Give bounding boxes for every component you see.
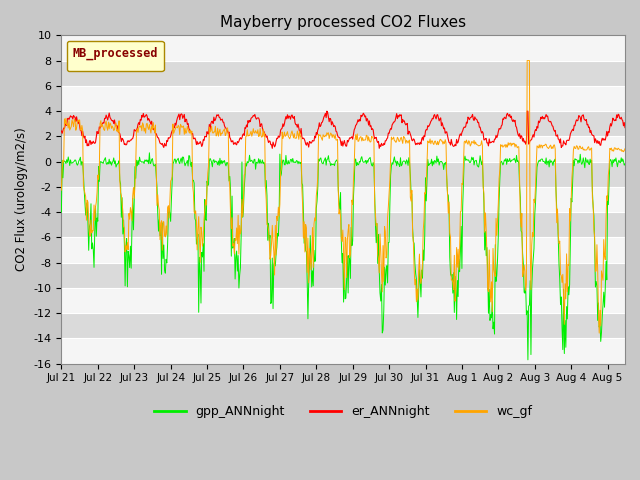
Bar [61, 162, 625, 187]
Title: Mayberry processed CO2 Fluxes: Mayberry processed CO2 Fluxes [220, 15, 467, 30]
Bar [61, 187, 625, 212]
Bar [61, 36, 625, 60]
Bar [61, 313, 625, 338]
Bar [61, 111, 625, 136]
Bar [61, 212, 625, 238]
Bar [61, 338, 625, 364]
Bar [61, 238, 625, 263]
Bar [61, 288, 625, 313]
Bar [61, 136, 625, 162]
Bar [61, 60, 625, 86]
Bar [61, 86, 625, 111]
Y-axis label: CO2 Flux (urology/m2/s): CO2 Flux (urology/m2/s) [15, 128, 28, 271]
Legend: gpp_ANNnight, er_ANNnight, wc_gf: gpp_ANNnight, er_ANNnight, wc_gf [149, 400, 537, 423]
Bar [61, 263, 625, 288]
